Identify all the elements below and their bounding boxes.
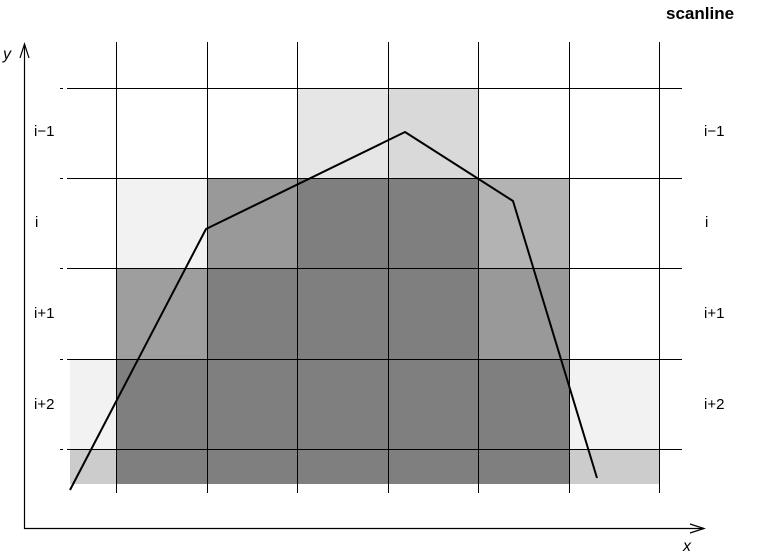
row-label-left: i+1 bbox=[34, 305, 54, 322]
row-label-right: i bbox=[705, 214, 708, 231]
row-label-left: i+2 bbox=[34, 396, 54, 413]
left-row-labels: i−1 i i+1 i+2 bbox=[34, 123, 54, 413]
x-axis-label: x bbox=[682, 538, 692, 554]
cell-row-i-col-5 bbox=[478, 178, 569, 268]
cell-row-i+2-col-3 bbox=[297, 359, 388, 449]
cell-row-i-col-4 bbox=[388, 178, 478, 268]
cell-row-bottom-col-1 bbox=[116, 449, 207, 484]
row-label-left: i bbox=[35, 214, 38, 231]
row-label-right: i−1 bbox=[704, 123, 724, 140]
cell-row-i+1-col-5 bbox=[478, 268, 569, 359]
cell-row-i+2-col-2 bbox=[207, 359, 297, 449]
cell-row-i+1-col-2 bbox=[207, 268, 297, 359]
cell-row-bottom-col-5 bbox=[478, 449, 569, 484]
y-axis-label: y bbox=[2, 46, 12, 63]
coverage-cells bbox=[70, 88, 659, 484]
row-label-left: i−1 bbox=[34, 123, 54, 140]
cell-row-i+2-col-5 bbox=[478, 359, 569, 449]
cell-row-i-col-3 bbox=[297, 178, 388, 268]
scanline-ticks bbox=[60, 89, 63, 450]
cell-row-i+2-col-1 bbox=[116, 359, 207, 449]
row-label-right: i+1 bbox=[704, 305, 724, 322]
cell-row-i+2-col-6 bbox=[569, 359, 659, 449]
cell-row-i-1-col-3 bbox=[297, 88, 388, 178]
right-row-labels: i−1 i i+1 i+2 bbox=[704, 123, 724, 413]
cell-row-i+2-col-4 bbox=[388, 359, 478, 449]
cell-row-bottom-col-2 bbox=[207, 449, 297, 484]
row-label-right: i+2 bbox=[704, 396, 724, 413]
diagram-title: scanline bbox=[666, 4, 734, 23]
cell-row-bottom-col-6 bbox=[569, 449, 659, 484]
cell-row-i+1-col-4 bbox=[388, 268, 478, 359]
cell-row-bottom-col-3 bbox=[297, 449, 388, 484]
cell-row-i+1-col-3 bbox=[297, 268, 388, 359]
cell-row-i+2-col-0 bbox=[70, 359, 116, 449]
cell-row-bottom-col-4 bbox=[388, 449, 478, 484]
